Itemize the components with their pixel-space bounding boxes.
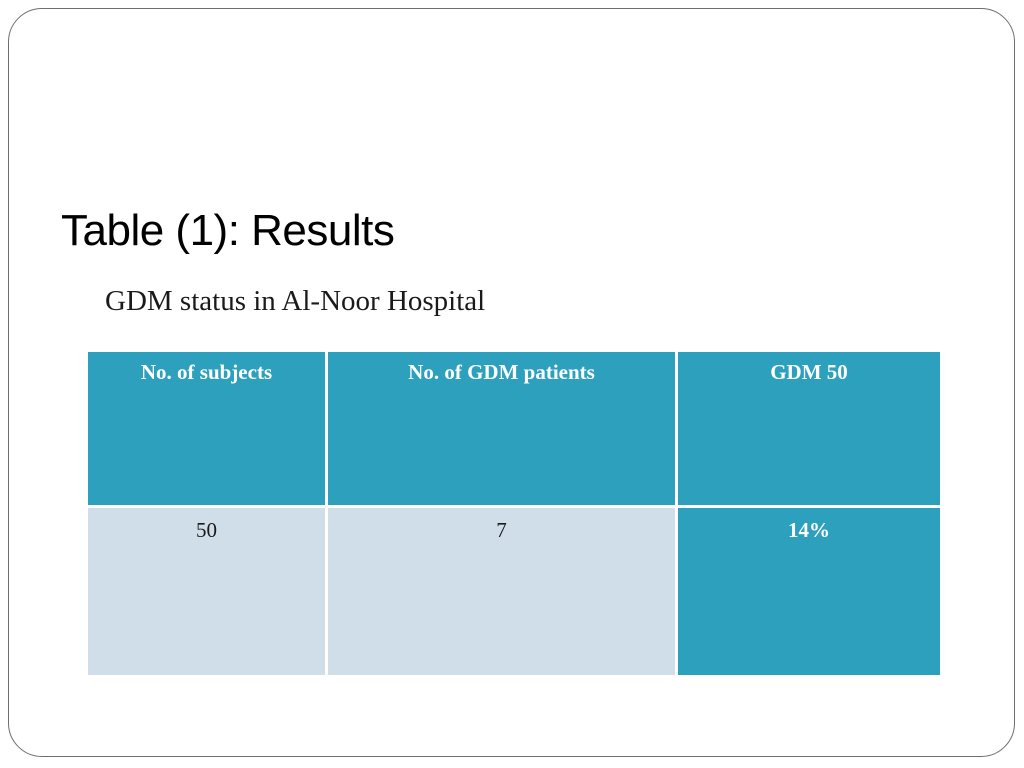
cell-gdm-percentage: 14% — [675, 505, 943, 678]
cell-subjects-value: 50 — [85, 505, 328, 678]
header-cell-gdm-50: GDM 50 — [675, 349, 943, 508]
table-caption: GDM status in Al-Noor Hospital — [105, 285, 486, 317]
header-cell-gdm-patients: No. of GDM patients — [325, 349, 678, 508]
slide: Table (1): Results GDM status in Al-Noor… — [8, 8, 1015, 757]
results-table: No. of subjects No. of GDM patients GDM … — [85, 349, 943, 678]
header-cell-subjects: No. of subjects — [85, 349, 328, 508]
cell-gdm-patients-value: 7 — [325, 505, 678, 678]
slide-title: Table (1): Results — [61, 206, 395, 255]
table-header-row: No. of subjects No. of GDM patients GDM … — [85, 349, 943, 508]
table-row: 50 7 14% — [85, 505, 943, 678]
